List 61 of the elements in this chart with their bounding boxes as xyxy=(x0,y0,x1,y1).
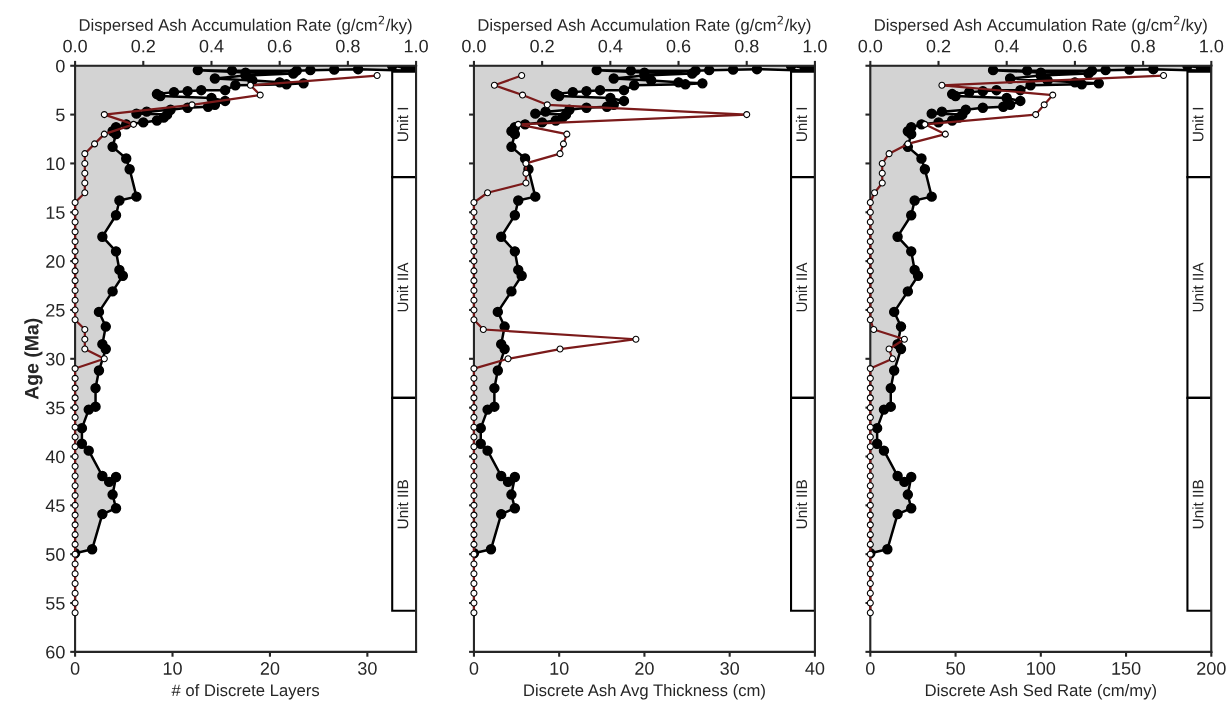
y-tick-label: 0 xyxy=(56,59,65,73)
x2-tick-label: 1.0 xyxy=(803,39,827,53)
x2-tick-label: 0.4 xyxy=(199,39,224,53)
y-tick-label: 20 xyxy=(46,255,65,268)
y-tick-label: 10 xyxy=(46,157,65,171)
x2-tick-label: 0.8 xyxy=(734,39,759,53)
x2-tick-label: 0.0 xyxy=(858,39,883,53)
y-axis-title: Age (Ma) xyxy=(24,318,43,400)
x-tick-label: 0 xyxy=(866,662,875,675)
band-label: Unit I xyxy=(397,107,409,142)
band-label: Unit IIA xyxy=(397,262,409,312)
x2-tick-label: 1.0 xyxy=(404,39,428,53)
x2-tick-label: 0.8 xyxy=(1131,39,1155,53)
y-tick-label: 30 xyxy=(45,352,65,366)
y-tick-label: 40 xyxy=(45,450,65,464)
y-tick-label: 35 xyxy=(45,401,65,415)
band-label: Unit I xyxy=(1192,107,1204,142)
x-tick-label: 150 xyxy=(1112,662,1141,675)
band-label: Unit IIB xyxy=(1192,480,1204,529)
x2-tick-label: 0.6 xyxy=(1063,39,1087,53)
y-tick-label: 55 xyxy=(46,597,65,610)
x2-tick-label: 1.0 xyxy=(1200,39,1224,53)
x-tick-label: 30 xyxy=(720,662,740,675)
x2-tick-label: 0.2 xyxy=(530,39,554,53)
x2-tick-label: 0.8 xyxy=(336,39,360,53)
x-tick-label: 20 xyxy=(260,662,280,675)
x-tick-label: 0 xyxy=(469,662,479,675)
x2-tick-label: 0.2 xyxy=(926,39,951,53)
y-tick-label: 15 xyxy=(46,206,65,219)
y-tick-label: 25 xyxy=(46,303,65,317)
x-tick-label: 50 xyxy=(946,662,965,675)
x-tick-label: 30 xyxy=(358,662,377,675)
x-axis-title: Discrete Ash Sed Rate (cm/my) xyxy=(925,683,1157,700)
band-label: Unit I xyxy=(795,107,808,142)
x-tick-label: 40 xyxy=(805,662,825,675)
x2-tick-label: 0.2 xyxy=(131,39,155,53)
x-axis-title: # of Discrete Layers xyxy=(171,683,320,700)
y-tick-label: 60 xyxy=(46,645,65,659)
x-tick-label: 20 xyxy=(635,662,654,675)
x2-axis-title: Dispersed Ash Accumulation Rate (g/cm$^{2}$/ky) xyxy=(875,15,1207,35)
band-label: Unit IIA xyxy=(795,262,808,312)
x-tick-label: 10 xyxy=(163,662,182,675)
x-tick-label: 100 xyxy=(1027,662,1056,675)
x2-tick-label: 0.6 xyxy=(666,39,691,53)
x-tick-label: 200 xyxy=(1197,662,1226,675)
x-tick-label: 10 xyxy=(550,662,569,675)
y-tick-label: 50 xyxy=(46,548,65,561)
x2-tick-label: 0.4 xyxy=(994,39,1019,53)
x2-tick-label: 0.0 xyxy=(462,39,486,53)
x2-axis-title: Dispersed Ash Accumulation Rate (g/cm$^{2}$/ky) xyxy=(478,15,811,35)
x-axis-title: Discrete Ash Avg Thickness (cm) xyxy=(524,683,765,700)
x2-tick-label: 0.4 xyxy=(598,39,623,53)
x2-tick-label: 0.0 xyxy=(63,39,87,53)
band-label: Unit IIB xyxy=(795,480,808,529)
band-label: Unit IIA xyxy=(1192,262,1204,312)
x-tick-label: 0 xyxy=(70,662,80,675)
y-tick-label: 45 xyxy=(45,499,65,513)
x2-axis-title: Dispersed Ash Accumulation Rate (g/cm$^{2}$/ky) xyxy=(79,15,412,35)
x2-tick-label: 0.6 xyxy=(267,39,292,53)
band-label: Unit IIB xyxy=(397,480,409,529)
y-tick-label: 5 xyxy=(56,108,65,122)
